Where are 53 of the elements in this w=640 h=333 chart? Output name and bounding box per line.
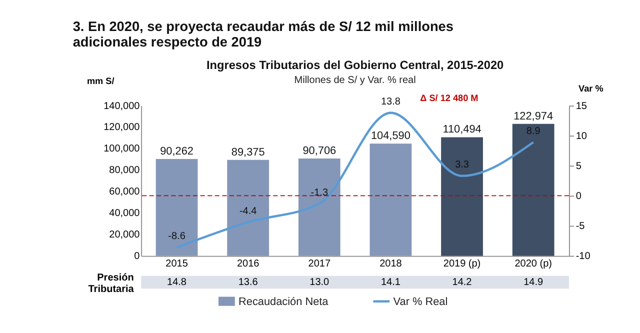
text: 14.2 [452, 276, 472, 288]
data-label: -8.6 [168, 231, 186, 242]
text: Δ S/ 12 480 M [420, 93, 478, 104]
y2-tick-label: 15 [576, 100, 588, 112]
data-label: -4.4 [239, 206, 258, 217]
bar [156, 158, 198, 256]
x-tick-label: 2015 [166, 258, 188, 270]
text: 14.8 [167, 276, 187, 288]
data-label: 90,706 [302, 144, 336, 157]
text: Millones de S/ y Var. % real [294, 74, 416, 86]
y-tick-label: 0 [134, 251, 140, 262]
y2-tick-label: 5 [576, 160, 582, 172]
x-tick-label: 2020 (p) [514, 258, 552, 270]
y2-tick-label: -10 [576, 251, 591, 262]
data-label: 3.3 [455, 160, 470, 171]
data-label: 89,375 [231, 146, 265, 158]
y-axis-title: mm S/ [86, 76, 115, 86]
text: 13.6 [238, 276, 258, 288]
bar [441, 137, 483, 256]
data-label: 13.8 [380, 96, 401, 108]
chart-title: 3. En 2020, se proyecta recaudar más de S/ 12 mil millones adicionales respecto de 2019 [72, 18, 454, 50]
text: 13.0 [310, 276, 330, 288]
x-tick-label: 2019 (p) [443, 258, 481, 270]
data-label: 110,494 [442, 124, 482, 136]
text: 14.1 [380, 276, 401, 288]
y2-tick-label: 10 [576, 130, 588, 142]
x-tick-label: 2017 [308, 258, 331, 270]
text: Presión Tributaria [88, 272, 134, 296]
y-tick-label: 40,000 [109, 208, 140, 220]
y-tick-label: 100,000 [104, 144, 140, 155]
bar [298, 158, 340, 256]
data-label: 104,590 [370, 130, 410, 142]
y-tick-label: 80,000 [109, 165, 140, 176]
y-tick-label: 20,000 [109, 230, 140, 241]
bar [512, 124, 554, 256]
bar [370, 144, 412, 256]
y-tick-label: 60,000 [109, 186, 140, 198]
chart-subtitle: Ingresos Tributarios del Gobierno Central, 2015-2020 [206, 58, 504, 72]
y2-axis-title: Var % [578, 83, 604, 94]
data-label: 90,262 [160, 145, 194, 158]
bar [227, 160, 270, 256]
y2-tick-label: -5 [576, 220, 586, 232]
legend-label: Var % Real [393, 296, 448, 308]
data-label: -1.3 [310, 187, 328, 198]
legend-label: Recaudación Neta [238, 296, 330, 308]
text: 14.9 [524, 276, 544, 288]
data-label: 122,974 [514, 110, 554, 122]
x-tick-label: 2018 [380, 258, 402, 270]
y-tick-label: 140,000 [104, 100, 140, 112]
y-tick-label: 120,000 [104, 122, 140, 134]
y2-tick-label: 0 [576, 190, 582, 202]
data-label: 8.9 [526, 126, 541, 138]
x-tick-label: 2016 [236, 258, 260, 270]
